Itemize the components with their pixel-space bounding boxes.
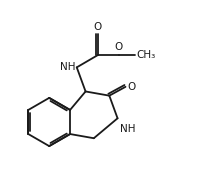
- Text: NH: NH: [120, 124, 135, 134]
- Text: O: O: [114, 42, 123, 52]
- Text: NH: NH: [60, 62, 75, 72]
- Text: O: O: [127, 82, 136, 92]
- Text: O: O: [94, 22, 102, 32]
- Text: CH₃: CH₃: [136, 50, 155, 60]
